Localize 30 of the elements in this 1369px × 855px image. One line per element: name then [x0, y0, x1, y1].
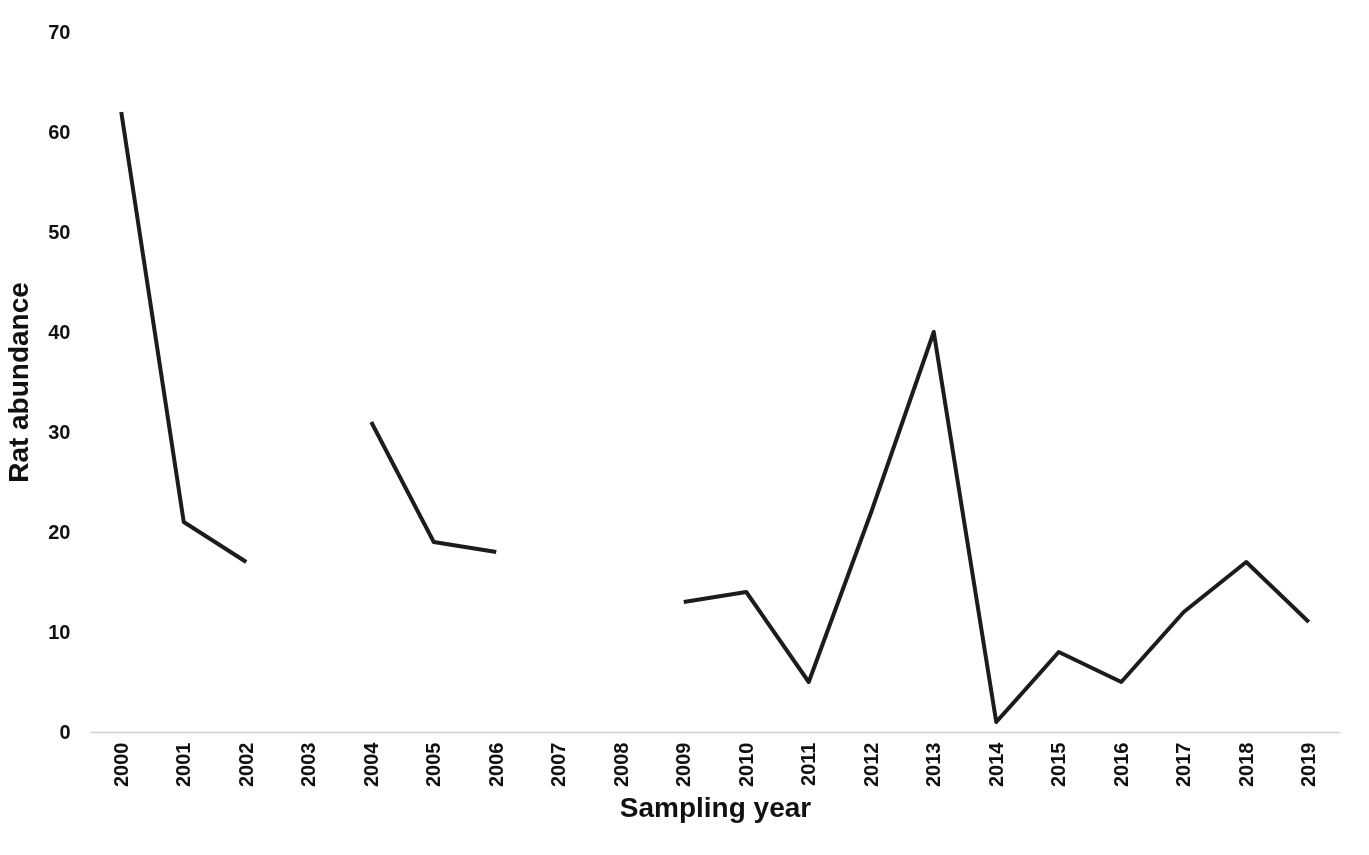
x-tick-label: 2000	[109, 742, 132, 787]
y-tick-label: 10	[48, 620, 71, 643]
x-tick-label: 2005	[422, 742, 445, 787]
x-tick-label: 2019	[1297, 742, 1320, 787]
x-tick-label: 2017	[1172, 742, 1195, 787]
x-tick-label: 2002	[234, 742, 257, 787]
y-axis-title: Rat abundance	[3, 282, 35, 483]
y-tick-label: 30	[48, 420, 71, 443]
x-tick-label: 2007	[547, 742, 570, 787]
y-tick-label: 70	[48, 20, 71, 43]
x-tick-label: 2013	[922, 742, 945, 787]
y-tick-label: 20	[48, 520, 71, 543]
x-tick-label: 2008	[609, 742, 632, 787]
x-axis-title: Sampling year	[619, 791, 812, 823]
x-tick-label: 2004	[359, 741, 382, 787]
x-tick-label: 2012	[859, 742, 882, 787]
x-tick-label: 2011	[797, 742, 820, 786]
y-tick-label: 60	[48, 120, 71, 143]
y-tick-label: 0	[59, 720, 71, 743]
x-tick-label: 2009	[672, 742, 695, 787]
x-tick-label: 2016	[1109, 742, 1132, 787]
y-tick-label: 40	[48, 320, 71, 343]
x-tick-label: 2014	[984, 741, 1007, 787]
x-tick-label: 2006	[484, 742, 507, 787]
y-tick-label: 50	[48, 220, 71, 243]
x-tick-label: 2015	[1047, 742, 1070, 787]
x-tick-label: 2010	[734, 742, 757, 787]
x-tick-label: 2003	[297, 742, 320, 787]
x-tick-label: 2018	[1234, 742, 1257, 787]
x-tick-label: 2001	[172, 742, 195, 787]
